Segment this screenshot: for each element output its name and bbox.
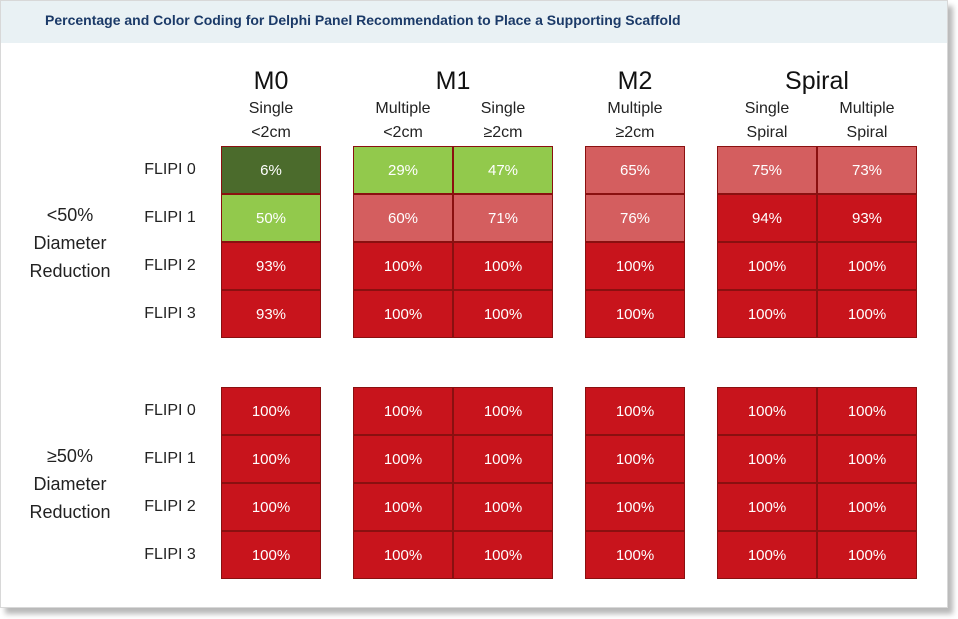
section-label-line: Diameter [33, 233, 107, 253]
heatmap-cell: 100% [453, 242, 553, 290]
column-group-header: Spiral [785, 67, 849, 95]
heatmap-cell: 100% [585, 483, 685, 531]
section-label-line: ≥50% [47, 446, 93, 466]
heatmap-cell: 100% [453, 290, 553, 338]
section-label-line: Reduction [29, 261, 111, 281]
heatmap-cell: 100% [221, 387, 321, 435]
column-subheader: Single <2cm [221, 97, 321, 145]
heatmap-cell: 94% [717, 194, 817, 242]
heatmap-cell: 100% [817, 290, 917, 338]
figure-frame: Percentage and Color Coding for Delphi P… [0, 0, 948, 608]
heatmap-cell: 100% [453, 435, 553, 483]
heatmap-cell: 65% [585, 146, 685, 194]
heatmap-cell: 100% [353, 435, 453, 483]
heatmap-cell: 100% [817, 483, 917, 531]
column-subheader: Multiple ≥2cm [585, 97, 685, 145]
heatmap-cell: 60% [353, 194, 453, 242]
heatmap-cell: 100% [221, 531, 321, 579]
column-subheader-line: Single [248, 100, 294, 117]
column-subheader: Single ≥2cm [453, 97, 553, 145]
heatmap-cell: 100% [817, 242, 917, 290]
heatmap-cell: 93% [221, 242, 321, 290]
column-group-header: M0 [253, 67, 289, 95]
column-subheader-line: <2cm [251, 124, 291, 141]
heatmap-cell: 93% [221, 290, 321, 338]
heatmap-cell: 100% [353, 531, 453, 579]
heatmap-cell: 100% [453, 531, 553, 579]
heatmap-cell: 100% [221, 435, 321, 483]
heatmap-cell: 100% [353, 387, 453, 435]
row-label: FLIPI 1 [144, 209, 196, 226]
row-label: FLIPI 0 [144, 402, 196, 419]
column-subheader-line: Single [480, 100, 526, 117]
row-label: FLIPI 3 [144, 546, 196, 563]
title-bar: Percentage and Color Coding for Delphi P… [1, 1, 947, 43]
column-subheader: Multiple <2cm [353, 97, 453, 145]
heatmap-cell: 100% [717, 435, 817, 483]
heatmap-cell: 100% [585, 531, 685, 579]
row-label: FLIPI 2 [144, 257, 196, 274]
heatmap-cell: 100% [585, 242, 685, 290]
heatmap-cell: 50% [221, 194, 321, 242]
heatmap-cell: 47% [453, 146, 553, 194]
heatmap-cell: 100% [817, 435, 917, 483]
column-subheader-line: Multiple [607, 100, 663, 117]
column-subheader-line: <2cm [383, 124, 423, 141]
heatmap-cell: 100% [717, 290, 817, 338]
section-label-line: Diameter [33, 474, 107, 494]
heatmap-cell: 6% [221, 146, 321, 194]
column-group-header: M2 [617, 67, 653, 95]
heatmap-cell: 100% [221, 483, 321, 531]
heatmap-cell: 100% [585, 290, 685, 338]
row-label: FLIPI 0 [144, 161, 196, 178]
row-label: FLIPI 1 [144, 450, 196, 467]
column-subheader: Multiple Spiral [817, 97, 917, 145]
heatmap-cell: 100% [817, 387, 917, 435]
heatmap-cell: 100% [453, 483, 553, 531]
heatmap-cell: 100% [817, 531, 917, 579]
heatmap-cell: 100% [353, 290, 453, 338]
row-label: FLIPI 2 [144, 498, 196, 515]
column-subheader-line: Multiple [375, 100, 431, 117]
heatmap-cell: 100% [717, 531, 817, 579]
section-label: ≥50% Diameter Reduction [15, 442, 125, 526]
column-subheader: Single Spiral [717, 97, 817, 145]
heatmap-cell: 71% [453, 194, 553, 242]
column-subheader-line: ≥2cm [615, 124, 655, 141]
row-label: FLIPI 3 [144, 305, 196, 322]
section-label-line: <50% [46, 205, 94, 225]
column-subheader-line: Single [744, 100, 790, 117]
heatmap-cell: 100% [717, 483, 817, 531]
heatmap-cell: 100% [717, 242, 817, 290]
column-subheader-line: Spiral [746, 124, 788, 141]
heatmap-cell: 75% [717, 146, 817, 194]
heatmap-cell: 100% [717, 387, 817, 435]
heatmap-cell: 73% [817, 146, 917, 194]
column-subheader-line: Multiple [839, 100, 895, 117]
heatmap-cell: 100% [353, 242, 453, 290]
chart-title: Percentage and Color Coding for Delphi P… [45, 12, 681, 28]
column-group-header: M1 [435, 67, 471, 95]
section-label-line: Reduction [29, 502, 111, 522]
heatmap-cell: 100% [453, 387, 553, 435]
heatmap-cell: 93% [817, 194, 917, 242]
section-label: <50% Diameter Reduction [15, 201, 125, 285]
heatmap-cell: 100% [353, 483, 453, 531]
column-subheader-line: Spiral [846, 124, 888, 141]
heatmap-cell: 76% [585, 194, 685, 242]
heatmap-cell: 29% [353, 146, 453, 194]
column-subheader-line: ≥2cm [483, 124, 523, 141]
heatmap-cell: 100% [585, 435, 685, 483]
heatmap-cell: 100% [585, 387, 685, 435]
